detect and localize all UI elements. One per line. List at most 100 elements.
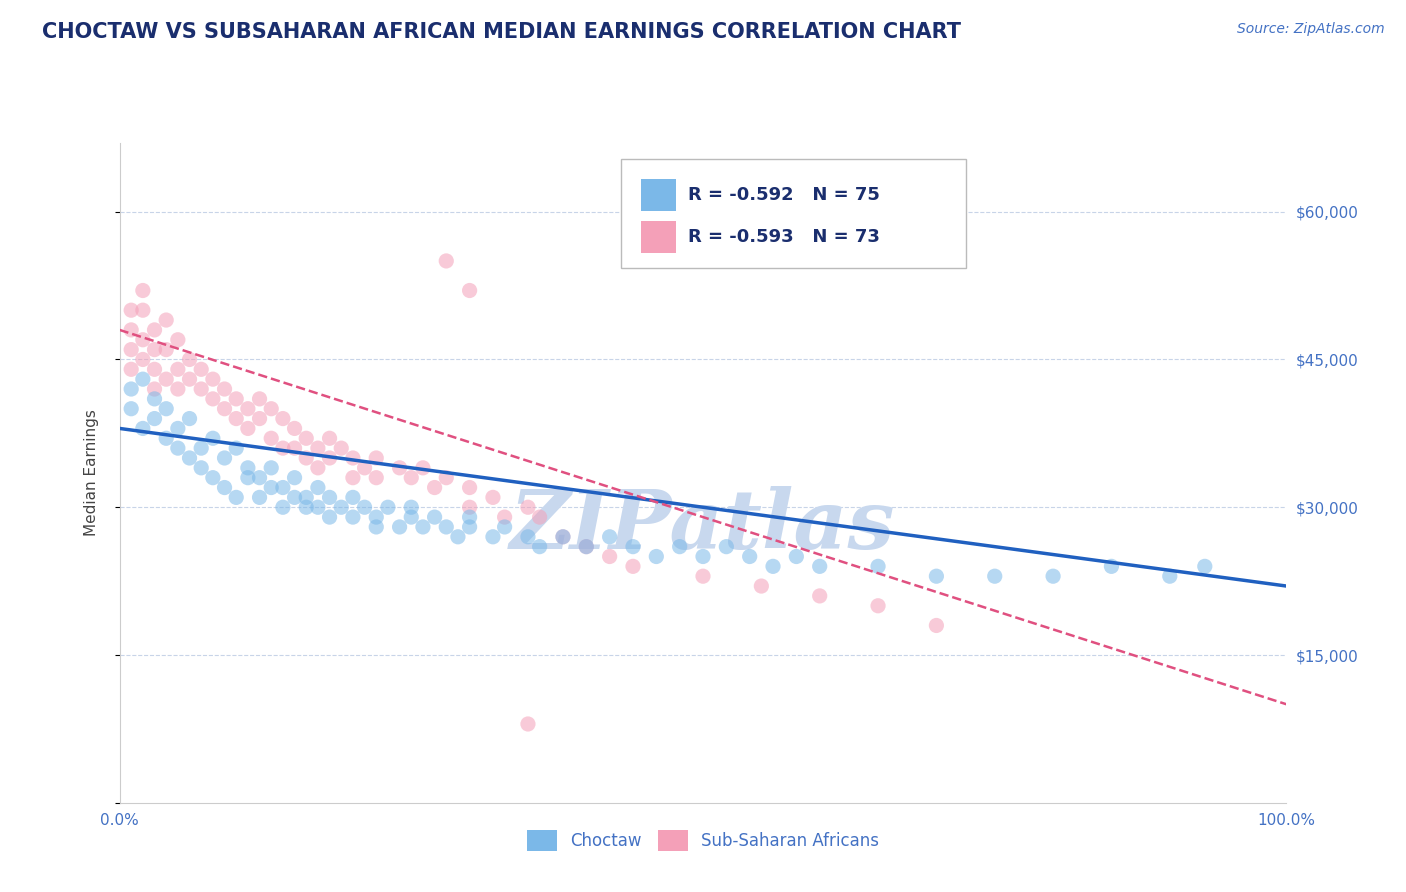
Point [645,549,668,564]
Point [668,540,690,554]
Point [201,471,224,485]
Point [353,500,375,515]
Point [434,520,457,534]
Point [249,392,271,406]
Point [366,510,388,524]
Point [983,569,1005,583]
Point [214,450,236,465]
Point [179,411,201,425]
Point [155,372,177,386]
Point [482,530,505,544]
Text: Source: ZipAtlas.com: Source: ZipAtlas.com [1237,22,1385,37]
Point [143,343,166,357]
Point [575,540,598,554]
Point [307,460,329,475]
Point [808,559,831,574]
Point [295,500,318,515]
Point [866,599,889,613]
Point [434,254,457,268]
Point [201,392,224,406]
Point [249,491,271,505]
Point [214,382,236,396]
Point [458,284,481,298]
Point [342,450,364,465]
Point [132,352,155,367]
Point [260,460,283,475]
Point [366,450,388,465]
Point [236,421,259,435]
Point [179,450,201,465]
Point [458,481,481,495]
Point [120,362,142,376]
Point [260,431,283,445]
Point [295,491,318,505]
Point [517,717,540,731]
Point [925,618,948,632]
Point [621,559,644,574]
Point [236,460,259,475]
FancyBboxPatch shape [641,179,676,211]
Point [190,382,212,396]
Point [179,352,201,367]
Point [155,313,177,327]
Point [132,303,155,318]
Point [201,372,224,386]
Point [1042,569,1064,583]
Point [318,510,340,524]
Point [517,530,540,544]
Point [155,343,177,357]
Point [458,500,481,515]
Point [120,401,142,416]
Point [271,500,294,515]
Point [214,481,236,495]
FancyBboxPatch shape [641,221,676,253]
Point [132,284,155,298]
Point [201,431,224,445]
Point [143,392,166,406]
Point [762,559,785,574]
Point [283,471,307,485]
Point [307,441,329,455]
Point [283,491,307,505]
Point [1159,569,1181,583]
Point [599,549,621,564]
Point [249,411,271,425]
Point [132,333,155,347]
Point [692,569,714,583]
Point [155,401,177,416]
Point [166,362,188,376]
Point [494,510,516,524]
Point [143,411,166,425]
Point [166,333,188,347]
Point [925,569,948,583]
Point [423,481,446,495]
Point [458,520,481,534]
Point [388,520,411,534]
Point [330,441,353,455]
Point [225,392,247,406]
Point [1099,559,1122,574]
Point [353,460,375,475]
Point [120,323,142,337]
Point [808,589,831,603]
Point [190,441,212,455]
Point [260,401,283,416]
Point [166,382,188,396]
Point [621,540,644,554]
Point [132,372,155,386]
Point [179,372,201,386]
Point [342,491,364,505]
Point [342,510,364,524]
Point [377,500,399,515]
Point [143,382,166,396]
Point [295,431,318,445]
Point [529,540,551,554]
Point [271,481,294,495]
Point [190,362,212,376]
Point [120,303,142,318]
Point [412,460,434,475]
Y-axis label: Median Earnings: Median Earnings [84,409,98,536]
Point [412,520,434,534]
Point [260,481,283,495]
Point [318,450,340,465]
